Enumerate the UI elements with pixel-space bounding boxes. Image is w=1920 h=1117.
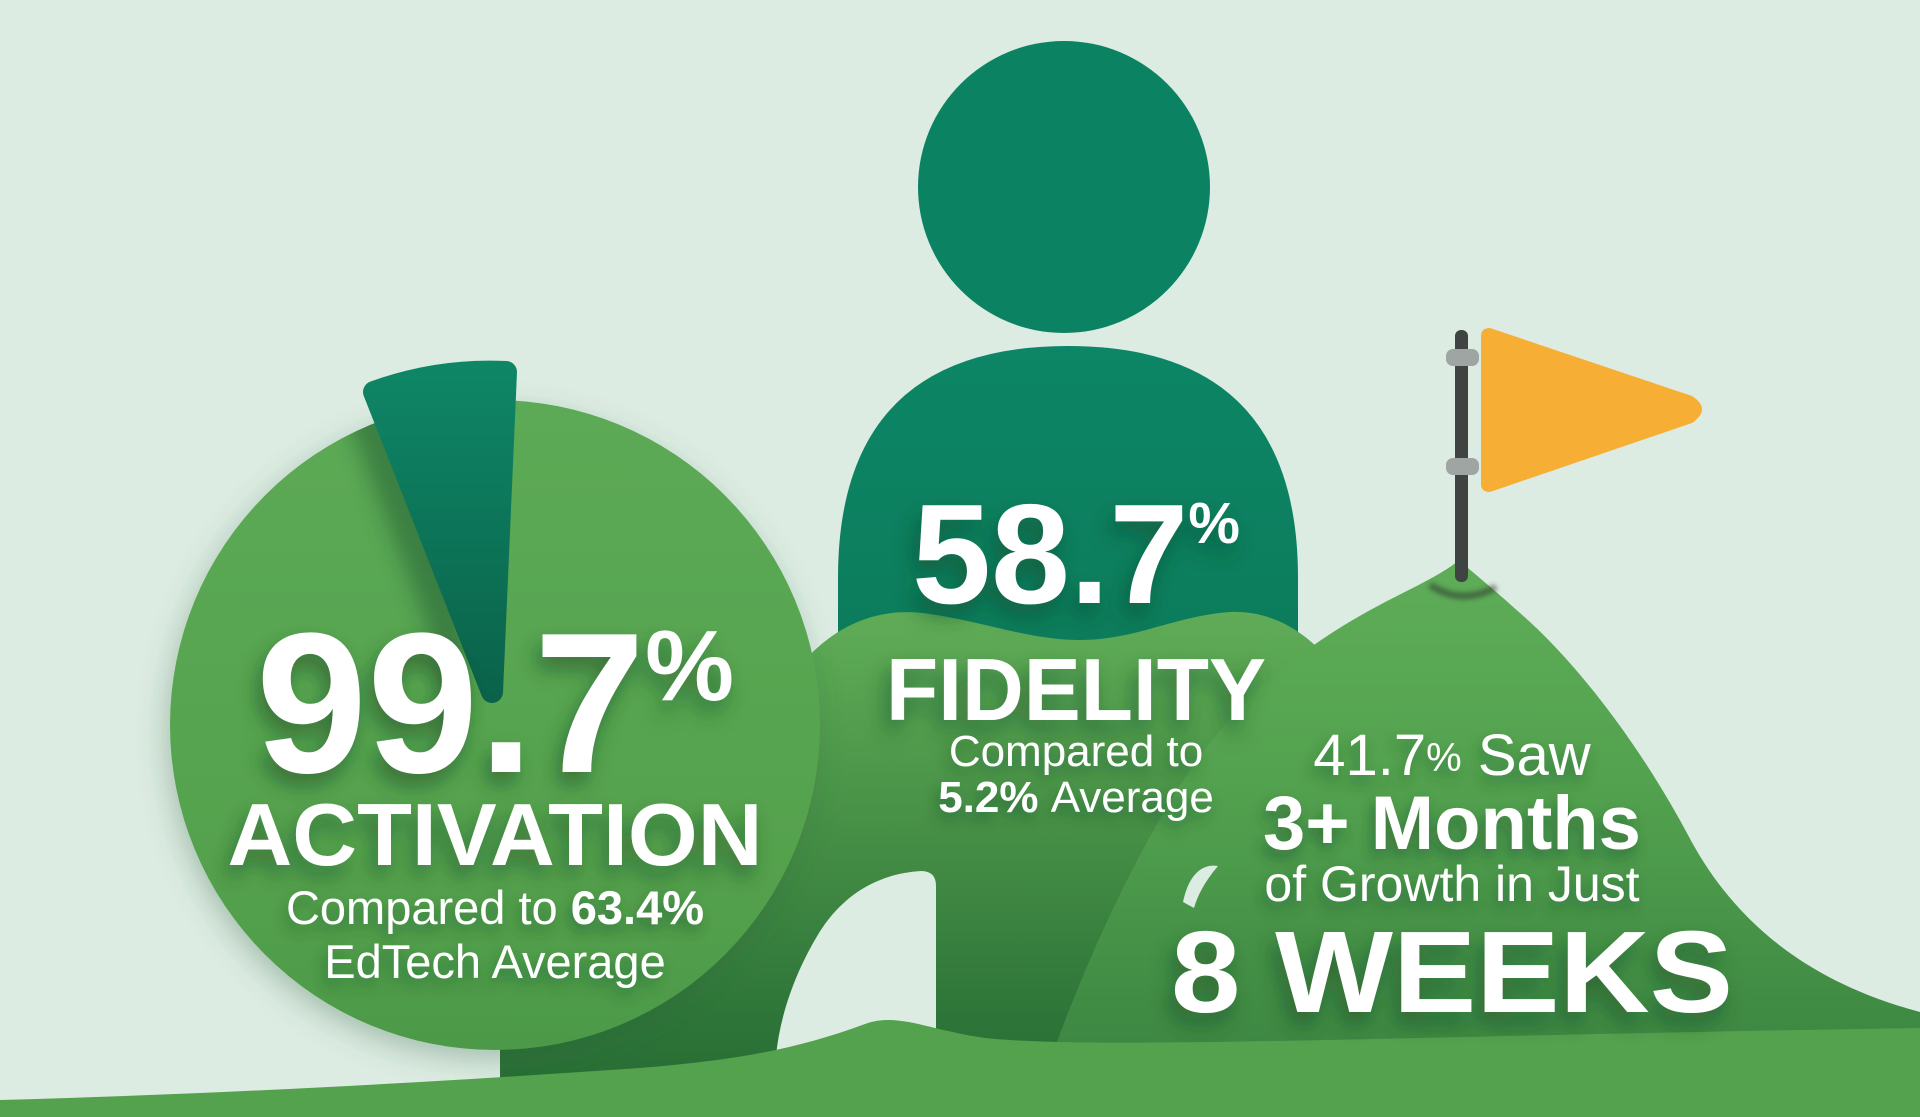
flag-pole — [1455, 330, 1468, 582]
activation-stat: 99.7% ACTIVATION — [228, 592, 763, 884]
activation-comparison-line1: Compared to 63.4% — [286, 881, 704, 934]
fidelity-percent-sign: % — [1188, 491, 1240, 556]
pie-circle — [170, 400, 820, 1050]
growth-value-suffix: Saw — [1462, 723, 1592, 788]
activation-comparison: Compared to 63.4% EdTech Average — [286, 881, 704, 988]
growth-percent-sign: % — [1426, 736, 1462, 780]
ground-strip — [0, 1019, 1920, 1117]
growth-stat: 41.7% Saw 3+ Months of Growth in Just 8 … — [1171, 723, 1733, 1037]
mountain-icon — [1030, 560, 1920, 1117]
fidelity-label: FIDELITY — [886, 640, 1266, 739]
pie-chart-icon — [170, 360, 820, 1050]
flag-clamp-bottom — [1446, 458, 1479, 475]
fidelity-stat: 58.7% FIDELITY — [886, 475, 1266, 739]
activation-comparison-line2: EdTech Average — [324, 935, 665, 988]
growth-value-line: 41.7% Saw — [1313, 723, 1592, 788]
fidelity-comparison-line1: Compared to — [949, 727, 1203, 776]
growth-line4: 8 WEEKS — [1171, 907, 1733, 1037]
person-head — [918, 41, 1210, 333]
fidelity-comparison-line2: 5.2% Average — [938, 773, 1214, 822]
flag-pennant — [1481, 328, 1702, 492]
pie-wedge — [363, 360, 517, 703]
peak-shadow — [1428, 582, 1498, 600]
background-sliver — [1183, 865, 1218, 908]
fidelity-value: 58.7% — [912, 475, 1240, 634]
activation-comparison-value: 63.4% — [571, 881, 704, 934]
fidelity-comparison-value: 5.2% — [938, 773, 1038, 822]
flag-icon — [1428, 328, 1702, 600]
activation-label: ACTIVATION — [228, 785, 763, 884]
growth-line2: 3+ Months — [1263, 781, 1641, 866]
growth-line3: of Growth in Just — [1264, 856, 1639, 912]
activation-value: 99.7% — [256, 592, 734, 815]
fidelity-comparison: Compared to 5.2% Average — [938, 727, 1214, 822]
activation-percent-sign: % — [645, 610, 734, 722]
growth-value: 41.7 — [1313, 723, 1426, 788]
flag-clamp-top — [1446, 349, 1479, 366]
background-gap-shape — [776, 871, 936, 1056]
